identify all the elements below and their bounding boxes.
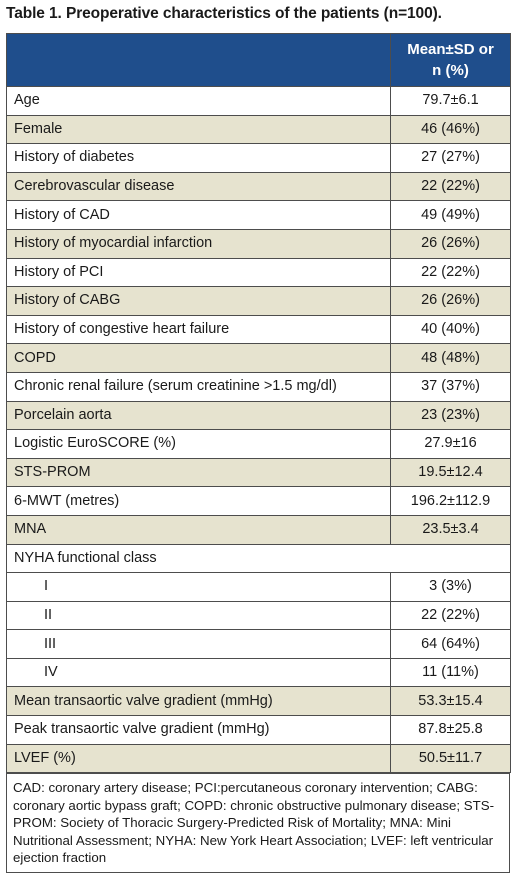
- row-value: 26 (26%): [390, 228, 511, 259]
- row-label: IV: [6, 657, 391, 688]
- table-row: MNA 23.5±3.4: [6, 514, 511, 545]
- row-label: LVEF (%): [6, 743, 391, 774]
- row-value: 27.9±16: [390, 429, 511, 459]
- row-value: 50.5±11.7: [390, 743, 511, 774]
- row-value: 19.5±12.4: [390, 457, 511, 488]
- row-label: I: [6, 572, 391, 602]
- row-value: 26 (26%): [390, 286, 511, 316]
- row-label: Female: [6, 114, 391, 145]
- table-header-row: Mean±SD or n (%): [6, 33, 511, 87]
- row-value: 22 (22%): [390, 600, 511, 631]
- row-value: 37 (37%): [390, 371, 511, 402]
- row-label: STS-PROM: [6, 457, 391, 488]
- table-row: Porcelain aorta 23 (23%): [6, 400, 511, 431]
- row-value: 64 (64%): [390, 629, 511, 659]
- row-label: Mean transaortic valve gradient (mmHg): [6, 686, 391, 717]
- table-row: IV 11 (11%): [6, 657, 511, 688]
- row-label: Logistic EuroSCORE (%): [6, 429, 391, 459]
- row-value: 49 (49%): [390, 200, 511, 230]
- table-row: Female 46 (46%): [6, 114, 511, 145]
- header-value-line2: n (%): [432, 62, 469, 79]
- row-label: History of myocardial infarction: [6, 228, 391, 259]
- row-label: History of CABG: [6, 286, 391, 316]
- table-row: History of diabetes 27 (27%): [6, 143, 511, 173]
- table-row: Chronic renal failure (serum creatinine …: [6, 371, 511, 402]
- header-value-cell: Mean±SD or n (%): [390, 33, 511, 87]
- row-label: History of diabetes: [6, 143, 391, 173]
- row-label: History of CAD: [6, 200, 391, 230]
- row-label: II: [6, 600, 391, 631]
- table-row: III 64 (64%): [6, 629, 511, 659]
- table-row: History of myocardial infarction 26 (26%…: [6, 228, 511, 259]
- row-value: 46 (46%): [390, 114, 511, 145]
- table-row: Mean transaortic valve gradient (mmHg) 5…: [6, 686, 511, 717]
- row-value: 196.2±112.9: [390, 486, 511, 516]
- row-value: 48 (48%): [390, 343, 511, 373]
- row-label: History of PCI: [6, 257, 391, 288]
- row-value: 79.7±6.1: [390, 86, 511, 116]
- row-label: Chronic renal failure (serum creatinine …: [6, 371, 391, 402]
- table-row: History of congestive heart failure 40 (…: [6, 314, 511, 345]
- table-row: History of CAD 49 (49%): [6, 200, 511, 230]
- row-value: 23 (23%): [390, 400, 511, 431]
- table-row: I 3 (3%): [6, 572, 511, 602]
- row-value: 23.5±3.4: [390, 514, 511, 545]
- table-row: STS-PROM 19.5±12.4: [6, 457, 511, 488]
- row-label: Peak transaortic valve gradient (mmHg): [6, 715, 391, 745]
- header-value-line1: Mean±SD or: [407, 41, 494, 58]
- row-label: Age: [6, 86, 391, 116]
- table-row: LVEF (%) 50.5±11.7: [6, 743, 511, 774]
- row-value: 3 (3%): [390, 572, 511, 602]
- table-row: Cerebrovascular disease 22 (22%): [6, 171, 511, 202]
- row-label: COPD: [6, 343, 391, 373]
- row-value: 27 (27%): [390, 143, 511, 173]
- row-value: 22 (22%): [390, 257, 511, 288]
- table-title: Table 1. Preoperative characteristics of…: [6, 5, 442, 22]
- table-row: II 22 (22%): [6, 600, 511, 631]
- row-label: Porcelain aorta: [6, 400, 391, 431]
- header-label-cell: [6, 33, 391, 87]
- table-row: History of CABG 26 (26%): [6, 286, 511, 316]
- row-label: Cerebrovascular disease: [6, 171, 391, 202]
- row-value: 40 (40%): [390, 314, 511, 345]
- row-label: III: [6, 629, 391, 659]
- row-value: 22 (22%): [390, 171, 511, 202]
- row-label: 6-MWT (metres): [6, 486, 391, 516]
- table-section-row: NYHA functional class: [6, 543, 511, 574]
- table-row: Logistic EuroSCORE (%) 27.9±16: [6, 429, 511, 459]
- table-footnote: CAD: coronary artery disease; PCI:percut…: [6, 773, 510, 873]
- table-row: Age 79.7±6.1: [6, 86, 511, 116]
- row-label: History of congestive heart failure: [6, 314, 391, 345]
- section-label: NYHA functional class: [6, 543, 511, 574]
- row-value: 11 (11%): [390, 657, 511, 688]
- characteristics-table: Mean±SD or n (%) Age 79.7±6.1 Female 46 …: [6, 33, 511, 774]
- table-row: COPD 48 (48%): [6, 343, 511, 373]
- table-row: History of PCI 22 (22%): [6, 257, 511, 288]
- row-label: MNA: [6, 514, 391, 545]
- table-row: Peak transaortic valve gradient (mmHg) 8…: [6, 715, 511, 745]
- table-row: 6-MWT (metres) 196.2±112.9: [6, 486, 511, 516]
- row-value: 87.8±25.8: [390, 715, 511, 745]
- row-value: 53.3±15.4: [390, 686, 511, 717]
